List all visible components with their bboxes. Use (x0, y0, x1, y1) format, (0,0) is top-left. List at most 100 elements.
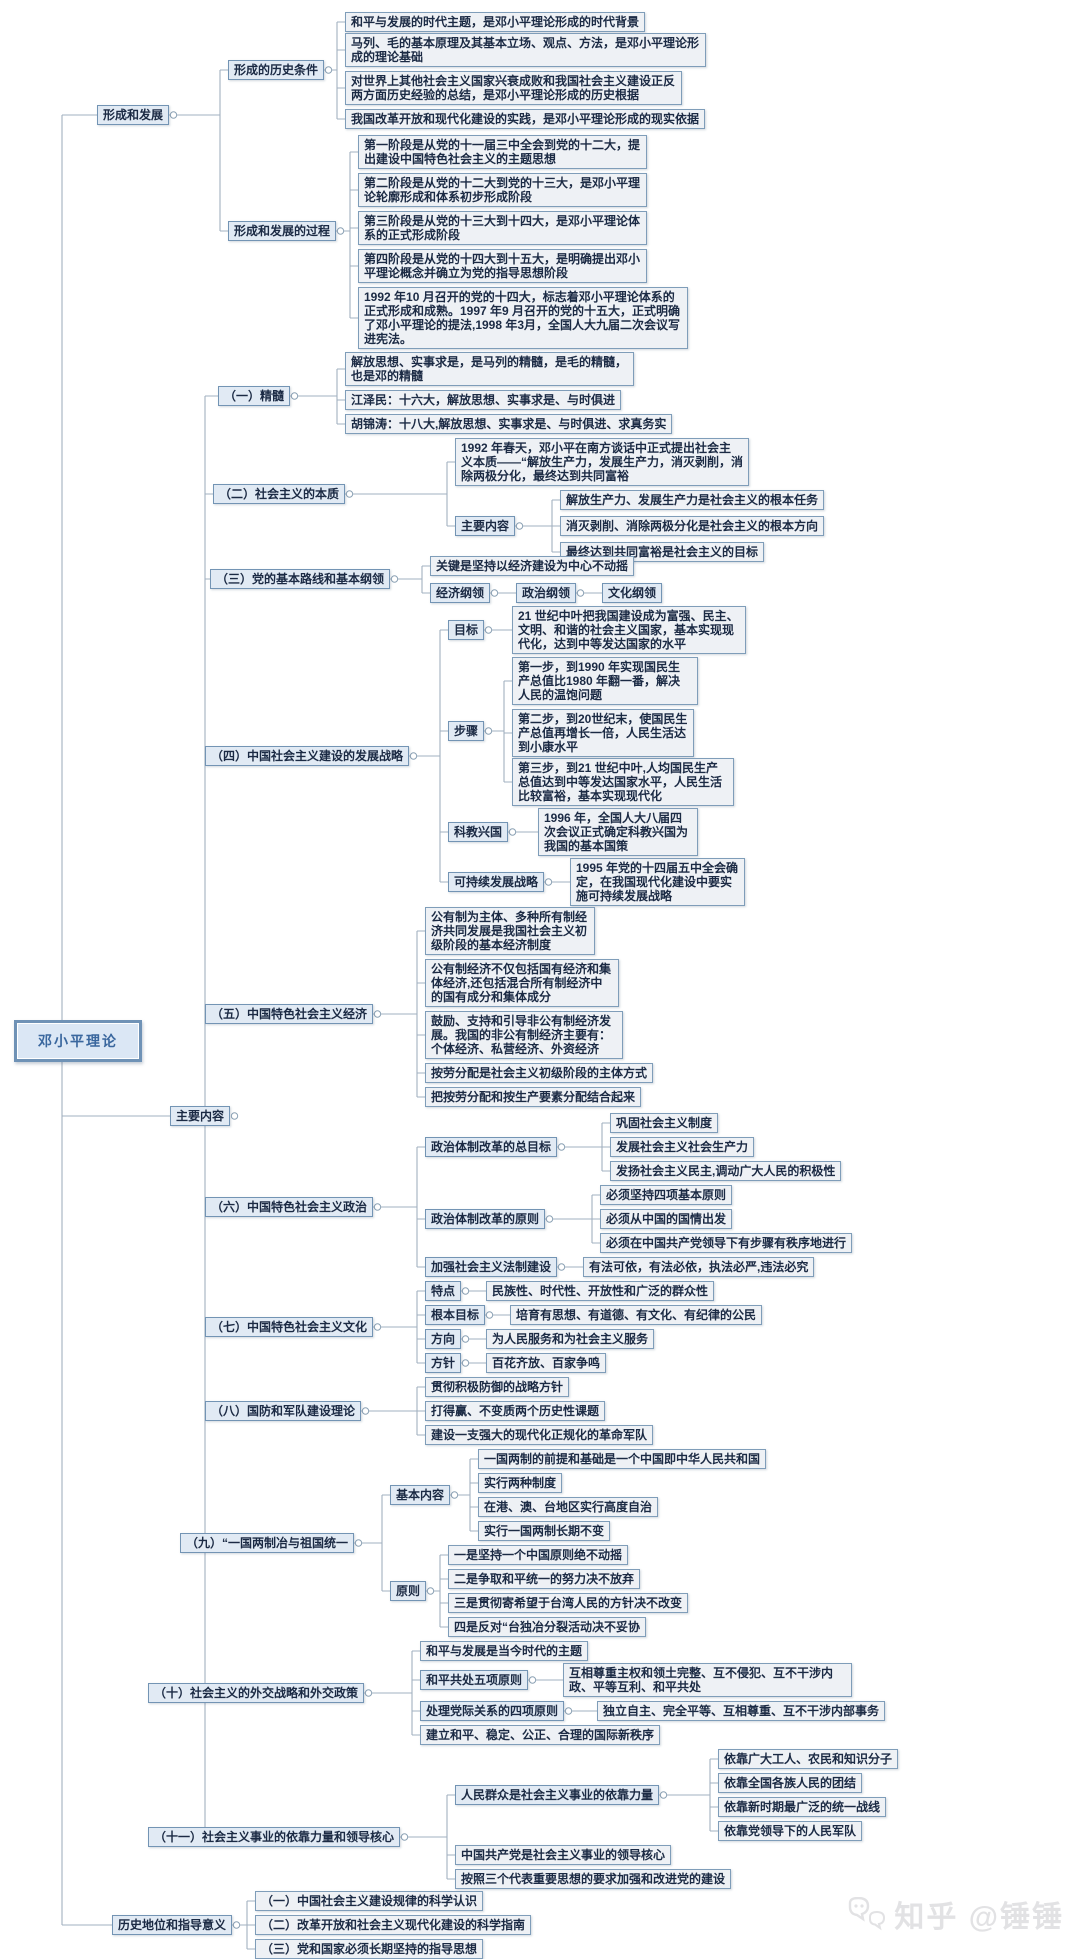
collapse-toggle-c5 (373, 1010, 382, 1018)
node-c6b2: 必须从中国的国情出发 (600, 1209, 733, 1229)
node-c7b1: 培育有思想、有道德、有文化、有纪律的公民 (510, 1305, 763, 1325)
collapse-toggle-c7a (461, 1287, 470, 1295)
node-c5a: 公有制为主体、多种所有制经济共同发展是我国社会主义初级阶段的基本经济制度 (425, 907, 595, 955)
node-c10b1: 互相尊重主权和领土完整、互不侵犯、互不干涉内政、平等互利、和平共处 (563, 1663, 852, 1697)
node-ls: 历史地位和指导意义 (112, 1915, 233, 1935)
collapse-toggle-c7d (461, 1359, 470, 1367)
node-c6a3: 发扬社会主义民主,调动广大人民的积极性 (610, 1161, 842, 1181)
collapse-toggle-c4d (544, 878, 553, 886)
node-c7: （七）中国特色社会主义文化 (205, 1317, 374, 1337)
node-c9a3: 在港、澳、台地区实行高度自治 (478, 1497, 659, 1517)
node-c6a1: 巩固社会主义制度 (610, 1113, 719, 1133)
node-c4d1: 1995 年党的十四届五中全会确定，在我国现代化建设中要实施可持续发展战略 (570, 858, 745, 906)
node-c3b: 经济纲领 (430, 583, 491, 603)
node-c6: （六）中国特色社会主义政治 (205, 1197, 374, 1217)
collapse-toggle-fd (169, 111, 178, 119)
node-ls2: （二）改革开放和社会主义现代化建设的科学指南 (255, 1915, 532, 1935)
node-c4b: 步骤 (448, 721, 485, 741)
collapse-toggle-gc (336, 227, 345, 235)
collapse-toggle-c11 (400, 1833, 409, 1841)
node-c7c1: 为人民服务和为社会主义服务 (486, 1329, 655, 1349)
collapse-toggle-c3b (490, 589, 499, 597)
node-c7c: 方向 (425, 1329, 462, 1349)
node-c4a1: 21 世纪中叶把我国建设成为富强、民主、文明、和谐的社会主义国家，基本实现现代化… (512, 606, 746, 654)
node-c4b1: 第一步，到1990 年实现国民生产总值比1980 年翻一番，解决人民的温饱问题 (512, 657, 698, 705)
collapse-toggle-c4 (409, 752, 418, 760)
node-c3d: 文化纲领 (602, 583, 663, 603)
collapse-toggle-c6c (557, 1263, 566, 1271)
node-c11a2: 依靠全国各族人民的团结 (718, 1773, 863, 1793)
watermark-logo-icon (849, 1897, 886, 1931)
node-zn: 主要内容 (170, 1106, 231, 1126)
node-c9b4: 四是反对“台独冶分裂活动决不妥协 (448, 1617, 647, 1637)
node-fd: 形成和发展 (97, 105, 170, 125)
watermark-text: 知乎 @锤锤 (894, 1901, 1064, 1934)
node-c11a1: 依靠广大工人、农民和知识分子 (718, 1749, 899, 1769)
node-c9a: 基本内容 (390, 1485, 451, 1505)
node-c11a3: 依靠新时期最广泛的统一战线 (718, 1797, 887, 1817)
collapse-toggle-c7b (485, 1311, 494, 1319)
collapse-toggle-c7 (373, 1323, 382, 1331)
collapse-toggle-zn (230, 1112, 239, 1120)
node-c9b2: 二是争取和平统一的努力决不放弃 (448, 1569, 641, 1589)
node-hc1: 和平与发展的时代主题，是邓小平理论形成的时代背景 (345, 12, 646, 32)
node-hc4: 我国改革开放和现代化建设的实践，是邓小平理论形成的现实依据 (345, 109, 706, 129)
node-c4: （四）中国社会主义建设的发展战略 (205, 746, 410, 766)
node-c7b: 根本目标 (425, 1305, 486, 1325)
node-c2: （二）社会主义的本质 (213, 484, 346, 504)
collapse-toggle-c6 (373, 1203, 382, 1211)
node-hc3: 对世界上其他社会主义国家兴衰成败和我国社会主义建设正反两方面历史经验的总结，是邓… (345, 71, 682, 105)
node-root: 邓小平理论 (14, 1020, 142, 1062)
collapse-toggle-c9 (354, 1539, 363, 1547)
collapse-toggle-c11a (659, 1791, 668, 1799)
node-c7d1: 百花齐放、百家争鸣 (486, 1353, 607, 1373)
node-c9b3: 三是贯彻寄希望于台湾人民的方针决不改变 (448, 1593, 689, 1613)
node-c5d: 按劳分配是社会主义初级阶段的主体方式 (425, 1063, 654, 1083)
node-c11: （十一）社会主义事业的依靠力量和领导核心 (148, 1827, 401, 1847)
node-c3: （三）党的基本路线和基本纲领 (210, 569, 391, 589)
node-hc2: 马列、毛的基本原理及其基本立场、观点、方法，是邓小平理论形成的理论基础 (345, 33, 706, 67)
node-c2b2: 消灭剥削、消除两极分化是社会主义的根本方向 (560, 516, 825, 536)
node-c1: （一）精髓 (218, 386, 291, 406)
node-c3c: 政治纲领 (516, 583, 577, 603)
node-c10c: 处理党际关系的四项原则 (420, 1701, 565, 1721)
node-gc1: 第一阶段是从党的十一届三中全会到党的十二大，提出建设中国特色社会主义的主题思想 (358, 135, 647, 169)
collapse-toggle-hc (324, 66, 333, 74)
node-c4c: 科教兴国 (448, 822, 509, 842)
node-c9a1: 一国两制的前提和基础是一个中国即中华人民共和国 (478, 1449, 767, 1469)
node-c11a: 人民群众是社会主义事业的依靠力量 (455, 1785, 660, 1805)
collapse-toggle-ls (232, 1921, 241, 1929)
node-c2a: 1992 年春天，邓小平在南方谈话中正式提出社会主义本质——“解放生产力，发展生… (455, 438, 749, 486)
node-c11b: 中国共产党是社会主义事业的领导核心 (455, 1845, 672, 1865)
node-c10b: 和平共处五项原则 (420, 1670, 529, 1690)
collapse-toggle-c4b (484, 727, 493, 735)
node-c7a1: 民族性、时代性、开放性和广泛的群众性 (486, 1281, 715, 1301)
node-c4c1: 1996 年，全国人大八届四次会议正式确定科教兴国为我国的基本国策 (538, 808, 698, 856)
node-c1a: 解放思想、实事求是，是马列的精髓，是毛的精髓，也是邓的精髓 (345, 352, 634, 386)
node-c5b: 公有制经济不仅包括国有经济和集体经济,还包括混合所有制经济中的国有成分和集体成分 (425, 959, 619, 1007)
node-c8: （八）国防和军队建设理论 (205, 1401, 362, 1421)
collapse-toggle-c1 (290, 392, 299, 400)
node-c9b: 原则 (390, 1581, 427, 1601)
collapse-toggle-c8 (361, 1407, 370, 1415)
node-c11a4: 依靠党领导下的人民军队 (718, 1821, 863, 1841)
node-c5c: 鼓励、支持和引导非公有制经济发展。我国的非公有制经济主要有：个体经济、私营经济、… (425, 1011, 623, 1059)
collapse-toggle-c10c (564, 1707, 573, 1715)
node-c1c: 胡锦涛：十八大,解放思想、实事求是、与时俱进、求真务实 (345, 414, 673, 434)
node-gc: 形成和发展的过程 (228, 221, 337, 241)
node-c1b: 江泽民：十六大，解放思想、实事求是、与时俱进 (345, 390, 622, 410)
node-c9: （九）“一国两制冶与祖国统一 (180, 1533, 355, 1553)
node-c6a2: 发展社会主义社会生产力 (610, 1137, 755, 1157)
node-c2b1: 解放生产力、发展生产力是社会主义的根本任务 (560, 490, 825, 510)
node-c8a: 贯彻积极防御的战略方针 (425, 1377, 570, 1397)
node-c8b: 打得赢、不变质两个历史性课题 (425, 1401, 606, 1421)
collapse-toggle-c3 (390, 575, 399, 583)
node-c8c: 建设一支强大的现代化正规化的革命军队 (425, 1425, 654, 1445)
collapse-toggle-c3c (576, 589, 585, 597)
node-c9b1: 一是坚持一个中国原则绝不动摇 (448, 1545, 629, 1565)
node-c10: （十）社会主义的外交战略和外交政策 (148, 1683, 365, 1703)
watermark: 知乎 @锤锤 (846, 1892, 1064, 1936)
collapse-toggle-c10 (364, 1689, 373, 1697)
